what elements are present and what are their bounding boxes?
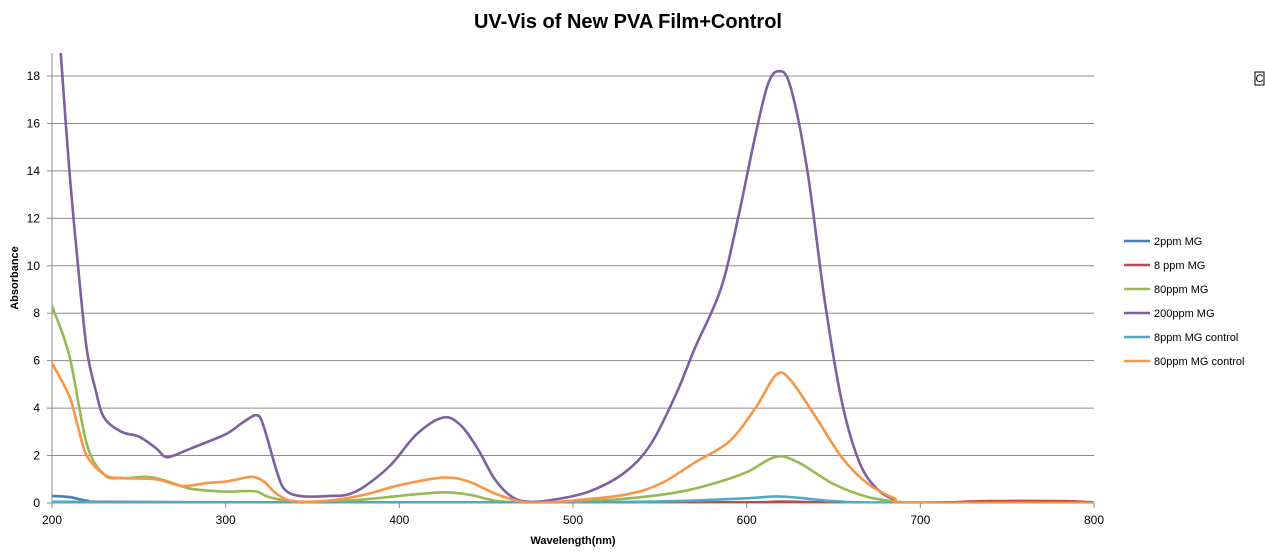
x-tick-label: 300 (216, 513, 236, 527)
legend-label: 200ppm MG (1154, 308, 1215, 320)
legend-label: 2ppm MG (1154, 236, 1202, 248)
series-line-200ppm-mg (59, 53, 1094, 503)
y-axis-label: Absorbance (9, 246, 21, 310)
legend-label: 8 ppm MG (1154, 260, 1205, 272)
legend: 2ppm MG 8 ppm MG 80ppm MG 200ppm MG 8ppm MG … (1124, 236, 1244, 368)
y-tick-label: 16 (27, 116, 41, 130)
edge-mark-label: C (1256, 73, 1264, 85)
y-tick-label: 10 (27, 259, 41, 273)
x-tick-label: 700 (910, 513, 930, 527)
gridlines (47, 75, 1094, 504)
y-tick-label: 0 (33, 496, 40, 510)
y-tick-label: 2 (33, 449, 40, 463)
axes (51, 53, 1094, 504)
y-tick-label: 18 (27, 69, 41, 83)
series-line-80ppm-mg (52, 304, 1094, 503)
series-lines (52, 53, 1094, 503)
y-tick-label: 14 (27, 164, 41, 178)
x-tick-label: 400 (389, 513, 409, 527)
series-line-80ppm-mg-control (52, 361, 1094, 503)
edge-mark: C (1254, 71, 1265, 86)
y-tick-label: 12 (27, 211, 41, 225)
x-tick-label: 500 (563, 513, 583, 527)
x-tick-label: 200 (42, 513, 62, 527)
legend-label: 80ppm MG (1154, 284, 1208, 296)
x-tick-labels: 200 300 400 500 600 700 800 (42, 503, 1104, 527)
y-tick-labels: 0 2 4 6 8 10 12 14 16 18 (27, 69, 41, 510)
legend-label: 8ppm MG control (1154, 332, 1238, 344)
legend-label: 80ppm MG control (1154, 356, 1244, 368)
y-tick-label: 6 (33, 354, 40, 368)
y-tick-label: 8 (33, 306, 40, 320)
x-axis-label: Wavelength(nm) (530, 535, 615, 547)
chart-title: UV-Vis of New PVA Film+Control (474, 11, 782, 33)
series-line-8ppm-mg-control (52, 495, 1094, 503)
x-tick-label: 800 (1084, 513, 1104, 527)
x-tick-label: 600 (737, 513, 757, 527)
y-tick-label: 4 (33, 401, 40, 415)
